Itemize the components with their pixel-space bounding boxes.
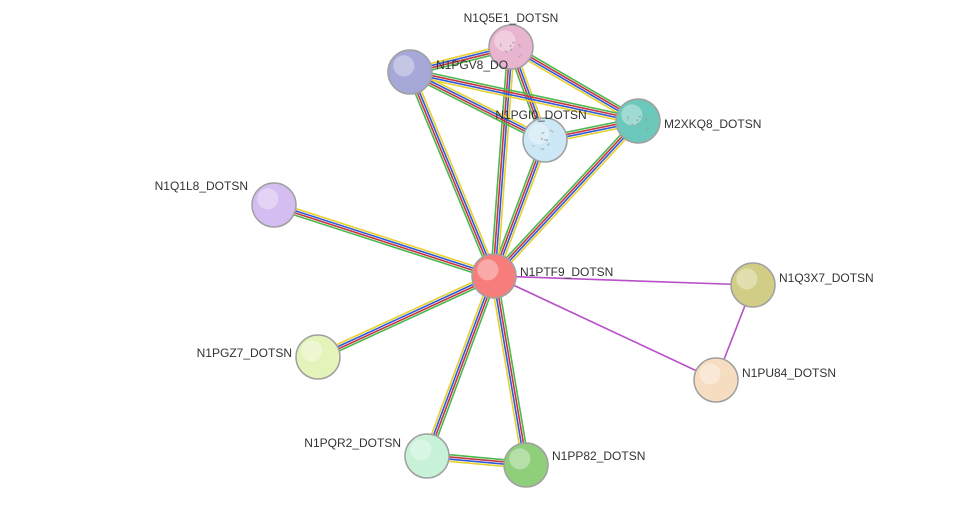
node-label: N1Q3X7_DOTSN: [779, 271, 874, 285]
node-n1ptf9_dotsn[interactable]: [472, 254, 516, 298]
node-n1pgi0_dotsn[interactable]: [523, 118, 567, 162]
node-label: N1PGV8_DO: [436, 58, 508, 72]
edge: [493, 276, 525, 465]
edge: [275, 202, 495, 273]
labels-layer: N1PTF9_DOTSN N1PGI0_DOTSN M2XKQ8_DOTSN N1Q5…: [155, 11, 874, 463]
node-n1q1l8_dotsn[interactable]: [252, 183, 296, 227]
node-n1q3x7_dotsn[interactable]: [731, 263, 775, 307]
node-label: M2XKQ8_DOTSN: [664, 117, 761, 131]
edge: [494, 276, 716, 380]
edge: [497, 275, 529, 464]
node-label: N1PP82_DOTSN: [552, 449, 645, 463]
edge: [273, 208, 493, 279]
edge: [274, 206, 494, 277]
node-label: N1PU84_DOTSN: [742, 366, 836, 380]
edge: [274, 204, 494, 275]
edge: [495, 276, 527, 465]
node-label: N1Q5E1_DOTSN: [464, 11, 559, 25]
edge: [411, 72, 495, 276]
edge: [407, 73, 491, 277]
node-label: N1PTF9_DOTSN: [520, 265, 613, 279]
node-label: N1Q1L8_DOTSN: [155, 179, 248, 193]
node-label: N1PGI0_DOTSN: [495, 108, 586, 122]
node-n1pgz7_dotsn[interactable]: [296, 335, 340, 379]
node-n1pqr2_dotsn[interactable]: [405, 434, 449, 478]
edge: [318, 277, 494, 358]
node-n1pp82_dotsn[interactable]: [504, 443, 548, 487]
node-m2xkq8_dotsn[interactable]: [616, 99, 660, 143]
edge: [413, 71, 497, 275]
edge: [426, 276, 493, 456]
network-graph: N1PTF9_DOTSN N1PGI0_DOTSN M2XKQ8_DOTSN N1Q5…: [0, 0, 976, 510]
edge: [491, 277, 523, 466]
node-n1pgv8_dotsn[interactable]: [388, 50, 432, 94]
node-n1pu84_dotsn[interactable]: [694, 358, 738, 402]
node-label: N1PGZ7_DOTSN: [197, 346, 292, 360]
node-label: N1PQR2_DOTSN: [304, 436, 401, 450]
